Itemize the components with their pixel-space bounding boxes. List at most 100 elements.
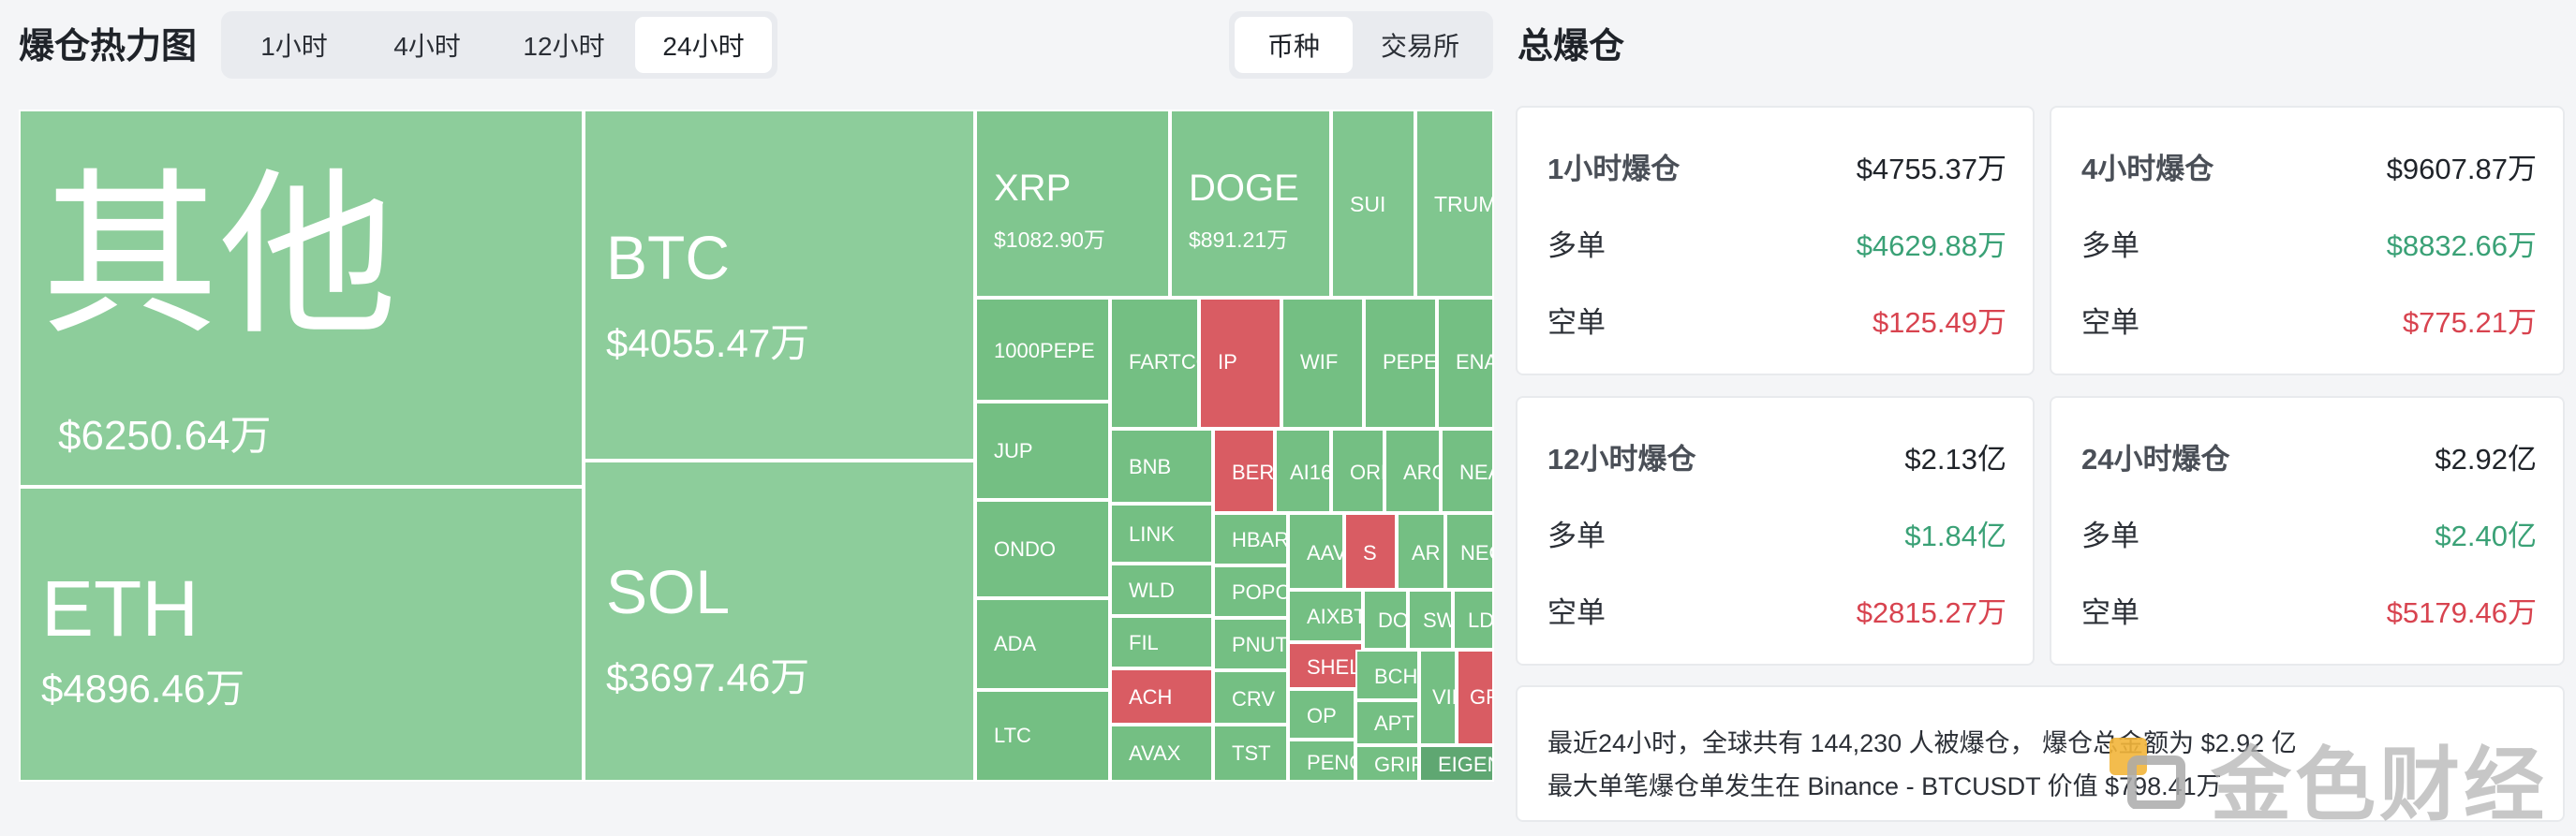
- tile-label: OP: [1307, 704, 1337, 727]
- tile-label: EIGEN: [1438, 753, 1492, 776]
- tile-aixbt[interactable]: AIXBT: [1288, 590, 1363, 642]
- summary-line-2: 最大单笔爆仓单发生在 Binance - BTCUSDT 价值 $798.41万: [1547, 772, 2222, 800]
- tile-sui[interactable]: SUI: [1331, 110, 1415, 298]
- tile-ena[interactable]: ENA: [1437, 298, 1494, 429]
- tile-label: XRP: [994, 168, 1072, 209]
- tile-btc[interactable]: BTC $4055.47万: [584, 110, 975, 461]
- short-label: 空单: [2081, 306, 2139, 339]
- tile-trump[interactable]: TRUMP: [1415, 110, 1494, 298]
- tile-hbar[interactable]: HBAR: [1213, 513, 1288, 565]
- short-value: $125.49万: [1872, 306, 2006, 339]
- tile-ondo[interactable]: ONDO: [975, 500, 1110, 598]
- tile-label: S: [1363, 541, 1377, 565]
- tile-value: $1082.90万: [994, 227, 1105, 252]
- tile-ltc[interactable]: LTC: [975, 690, 1110, 782]
- tile-fartcoin[interactable]: FARTCOIN: [1110, 298, 1199, 429]
- tile-value: $6250.64万: [58, 413, 272, 459]
- tile-arc[interactable]: ARC: [1384, 429, 1441, 513]
- tile-avax[interactable]: AVAX: [1110, 725, 1213, 782]
- long-label: 多单: [2081, 520, 2139, 552]
- card-title: 1小时爆仓: [1547, 153, 1680, 185]
- tile-ip[interactable]: IP: [1199, 298, 1281, 429]
- tile-op[interactable]: OP: [1288, 689, 1355, 740]
- tile-label: NEAR: [1459, 461, 1492, 484]
- tile-label: AI16Z: [1290, 461, 1329, 484]
- tile-aave[interactable]: AAVE: [1288, 513, 1344, 590]
- tile-xrp[interactable]: XRP $1082.90万: [975, 110, 1170, 298]
- tab-exchange[interactable]: 交易所: [1380, 32, 1459, 61]
- card-title: 24小时爆仓: [2081, 443, 2230, 476]
- tile-label: AVAX: [1129, 741, 1181, 765]
- tile-doge[interactable]: DOGE $891.21万: [1170, 110, 1331, 298]
- tab-12h[interactable]: 12小时: [523, 32, 605, 61]
- tile-dot[interactable]: DOT: [1363, 590, 1408, 650]
- long-value: $1.84亿: [1904, 520, 2006, 552]
- tile-label: SWELL: [1423, 609, 1453, 632]
- tile-ai16z[interactable]: AI16Z: [1275, 429, 1331, 513]
- tile-pnut[interactable]: PNUT: [1213, 618, 1288, 670]
- tile-virtual[interactable]: VIRTUAL: [1419, 650, 1457, 745]
- tile-s[interactable]: S: [1344, 513, 1397, 590]
- card-total: $2.13亿: [1904, 443, 2006, 476]
- tile-label: FIL: [1129, 631, 1159, 654]
- tile-label: 其他: [41, 157, 398, 356]
- card-4h: 4小时爆仓 $9607.87万 多单 $8832.66万 空单 $775.21万: [2050, 106, 2565, 375]
- tile-wld[interactable]: WLD: [1110, 564, 1213, 616]
- tile-jup[interactable]: JUP: [975, 402, 1110, 500]
- tile-label: VIRTUAL: [1432, 685, 1455, 709]
- tile-griffain[interactable]: GRIFFAIN: [1355, 745, 1419, 782]
- tile-fil[interactable]: FIL: [1110, 616, 1213, 668]
- tab-1h[interactable]: 1小时: [260, 32, 328, 61]
- tile-link[interactable]: LINK: [1110, 504, 1213, 564]
- tile-label: ADA: [994, 632, 1037, 655]
- tile-label: WLD: [1129, 579, 1175, 602]
- tab-coin[interactable]: 币种: [1235, 17, 1353, 73]
- tile-label: GRIFFAIN: [1374, 753, 1419, 776]
- tile-pepe[interactable]: PEPE: [1364, 298, 1437, 429]
- tile-ar[interactable]: AR: [1397, 513, 1445, 590]
- short-label: 空单: [2081, 596, 2139, 629]
- tile-ada[interactable]: ADA: [975, 598, 1110, 690]
- tab-4h[interactable]: 4小时: [393, 32, 461, 61]
- long-label: 多单: [1547, 520, 1606, 552]
- tile-label: IP: [1218, 350, 1237, 374]
- tile-eigen[interactable]: EIGEN: [1419, 745, 1494, 782]
- tile-label: NEO: [1460, 541, 1492, 565]
- tile-label: APT: [1374, 711, 1414, 735]
- card-title: 12小时爆仓: [1547, 443, 1696, 476]
- tile-bch[interactable]: BCH: [1355, 650, 1419, 700]
- tile-swell[interactable]: SWELL: [1408, 590, 1453, 650]
- tile-ordi[interactable]: ORDI: [1331, 429, 1384, 513]
- tile-label: CRV: [1232, 687, 1276, 711]
- tile-grt[interactable]: GRT: [1457, 650, 1494, 745]
- tile-ach[interactable]: ACH: [1110, 668, 1213, 725]
- tab-24h[interactable]: 24小时: [635, 17, 772, 73]
- long-value: $2.40亿: [2435, 520, 2537, 552]
- tile-value: $4896.46万: [41, 667, 245, 711]
- tile-1000pepe[interactable]: 1000PEPE: [975, 298, 1110, 402]
- card-total: $4755.37万: [1856, 153, 2006, 185]
- tile-pengu[interactable]: PENGU: [1288, 740, 1355, 782]
- tile-neo[interactable]: NEO: [1445, 513, 1494, 590]
- tile-crv[interactable]: CRV: [1213, 670, 1288, 725]
- tile-tst[interactable]: TST: [1213, 725, 1288, 782]
- tile-label: ONDO: [994, 537, 1056, 561]
- tile-sol[interactable]: SOL $3697.46万: [584, 461, 975, 782]
- tile-label: LTC: [994, 724, 1031, 747]
- tile-near[interactable]: NEAR: [1441, 429, 1494, 513]
- tile-apt[interactable]: APT: [1355, 700, 1419, 745]
- heatmap-title: 爆仓热力图: [19, 27, 198, 66]
- tile-bnb[interactable]: BNB: [1110, 429, 1213, 504]
- tile-label: 1000PEPE: [994, 339, 1095, 362]
- tile-value: $3697.46万: [606, 655, 810, 699]
- tile-wif[interactable]: WIF: [1281, 298, 1364, 429]
- tile-shell[interactable]: SHELL: [1288, 642, 1363, 689]
- tile-ldo[interactable]: LDO: [1453, 590, 1494, 650]
- tile-eth[interactable]: ETH $4896.46万: [19, 487, 584, 782]
- tile-other[interactable]: 其他 $6250.64万: [19, 110, 584, 487]
- tile-popcat[interactable]: POPCAT: [1213, 565, 1288, 618]
- tile-label: DOT: [1378, 609, 1408, 632]
- tile-label: SOL: [606, 557, 731, 626]
- tile-label: LDO: [1468, 609, 1494, 632]
